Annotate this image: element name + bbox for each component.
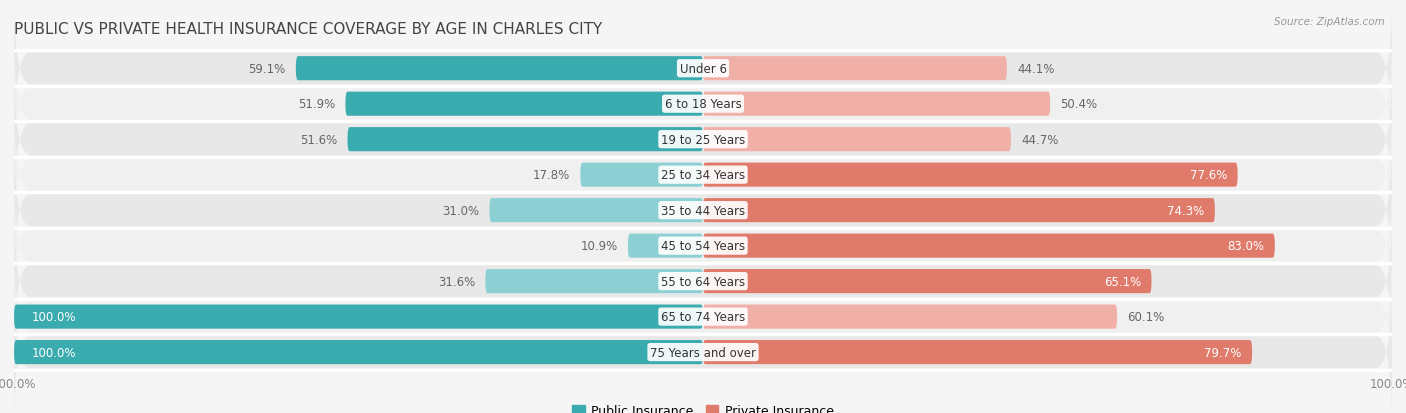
Text: 55 to 64 Years: 55 to 64 Years xyxy=(661,275,745,288)
Text: 44.1%: 44.1% xyxy=(1017,62,1054,76)
FancyBboxPatch shape xyxy=(703,340,1253,364)
FancyBboxPatch shape xyxy=(14,340,703,364)
Text: 6 to 18 Years: 6 to 18 Years xyxy=(665,98,741,111)
FancyBboxPatch shape xyxy=(703,234,1275,258)
FancyBboxPatch shape xyxy=(14,68,1392,212)
FancyBboxPatch shape xyxy=(703,269,1152,294)
FancyBboxPatch shape xyxy=(347,128,703,152)
FancyBboxPatch shape xyxy=(489,199,703,223)
Legend: Public Insurance, Private Insurance: Public Insurance, Private Insurance xyxy=(572,404,834,413)
FancyBboxPatch shape xyxy=(703,93,1050,116)
FancyBboxPatch shape xyxy=(703,199,1215,223)
Text: 31.6%: 31.6% xyxy=(437,275,475,288)
FancyBboxPatch shape xyxy=(703,57,1007,81)
Text: 10.9%: 10.9% xyxy=(581,240,617,252)
Text: 74.3%: 74.3% xyxy=(1167,204,1205,217)
Text: 65 to 74 Years: 65 to 74 Years xyxy=(661,310,745,323)
Text: 50.4%: 50.4% xyxy=(1060,98,1098,111)
FancyBboxPatch shape xyxy=(14,305,703,329)
Text: 31.0%: 31.0% xyxy=(441,204,479,217)
FancyBboxPatch shape xyxy=(703,163,1237,187)
Text: 100.0%: 100.0% xyxy=(31,346,76,359)
FancyBboxPatch shape xyxy=(14,244,1392,389)
FancyBboxPatch shape xyxy=(14,0,1392,141)
FancyBboxPatch shape xyxy=(14,103,1392,247)
Text: 44.7%: 44.7% xyxy=(1021,133,1059,146)
FancyBboxPatch shape xyxy=(703,128,1011,152)
Text: 17.8%: 17.8% xyxy=(533,169,569,182)
Text: 59.1%: 59.1% xyxy=(249,62,285,76)
Text: 65.1%: 65.1% xyxy=(1104,275,1142,288)
Text: 75 Years and over: 75 Years and over xyxy=(650,346,756,359)
Text: Source: ZipAtlas.com: Source: ZipAtlas.com xyxy=(1274,17,1385,26)
Text: 51.6%: 51.6% xyxy=(299,133,337,146)
FancyBboxPatch shape xyxy=(14,32,1392,177)
Text: 100.0%: 100.0% xyxy=(31,310,76,323)
Text: 60.1%: 60.1% xyxy=(1128,310,1164,323)
FancyBboxPatch shape xyxy=(346,93,703,116)
Text: 35 to 44 Years: 35 to 44 Years xyxy=(661,204,745,217)
Text: PUBLIC VS PRIVATE HEALTH INSURANCE COVERAGE BY AGE IN CHARLES CITY: PUBLIC VS PRIVATE HEALTH INSURANCE COVER… xyxy=(14,22,602,37)
FancyBboxPatch shape xyxy=(14,138,1392,283)
FancyBboxPatch shape xyxy=(14,174,1392,318)
FancyBboxPatch shape xyxy=(628,234,703,258)
Text: 25 to 34 Years: 25 to 34 Years xyxy=(661,169,745,182)
Text: 45 to 54 Years: 45 to 54 Years xyxy=(661,240,745,252)
Text: 83.0%: 83.0% xyxy=(1227,240,1264,252)
FancyBboxPatch shape xyxy=(703,305,1116,329)
FancyBboxPatch shape xyxy=(581,163,703,187)
FancyBboxPatch shape xyxy=(14,209,1392,354)
Text: Under 6: Under 6 xyxy=(679,62,727,76)
FancyBboxPatch shape xyxy=(295,57,703,81)
Text: 19 to 25 Years: 19 to 25 Years xyxy=(661,133,745,146)
Text: 51.9%: 51.9% xyxy=(298,98,335,111)
Text: 79.7%: 79.7% xyxy=(1205,346,1241,359)
Text: 77.6%: 77.6% xyxy=(1189,169,1227,182)
FancyBboxPatch shape xyxy=(485,269,703,294)
FancyBboxPatch shape xyxy=(14,280,1392,413)
